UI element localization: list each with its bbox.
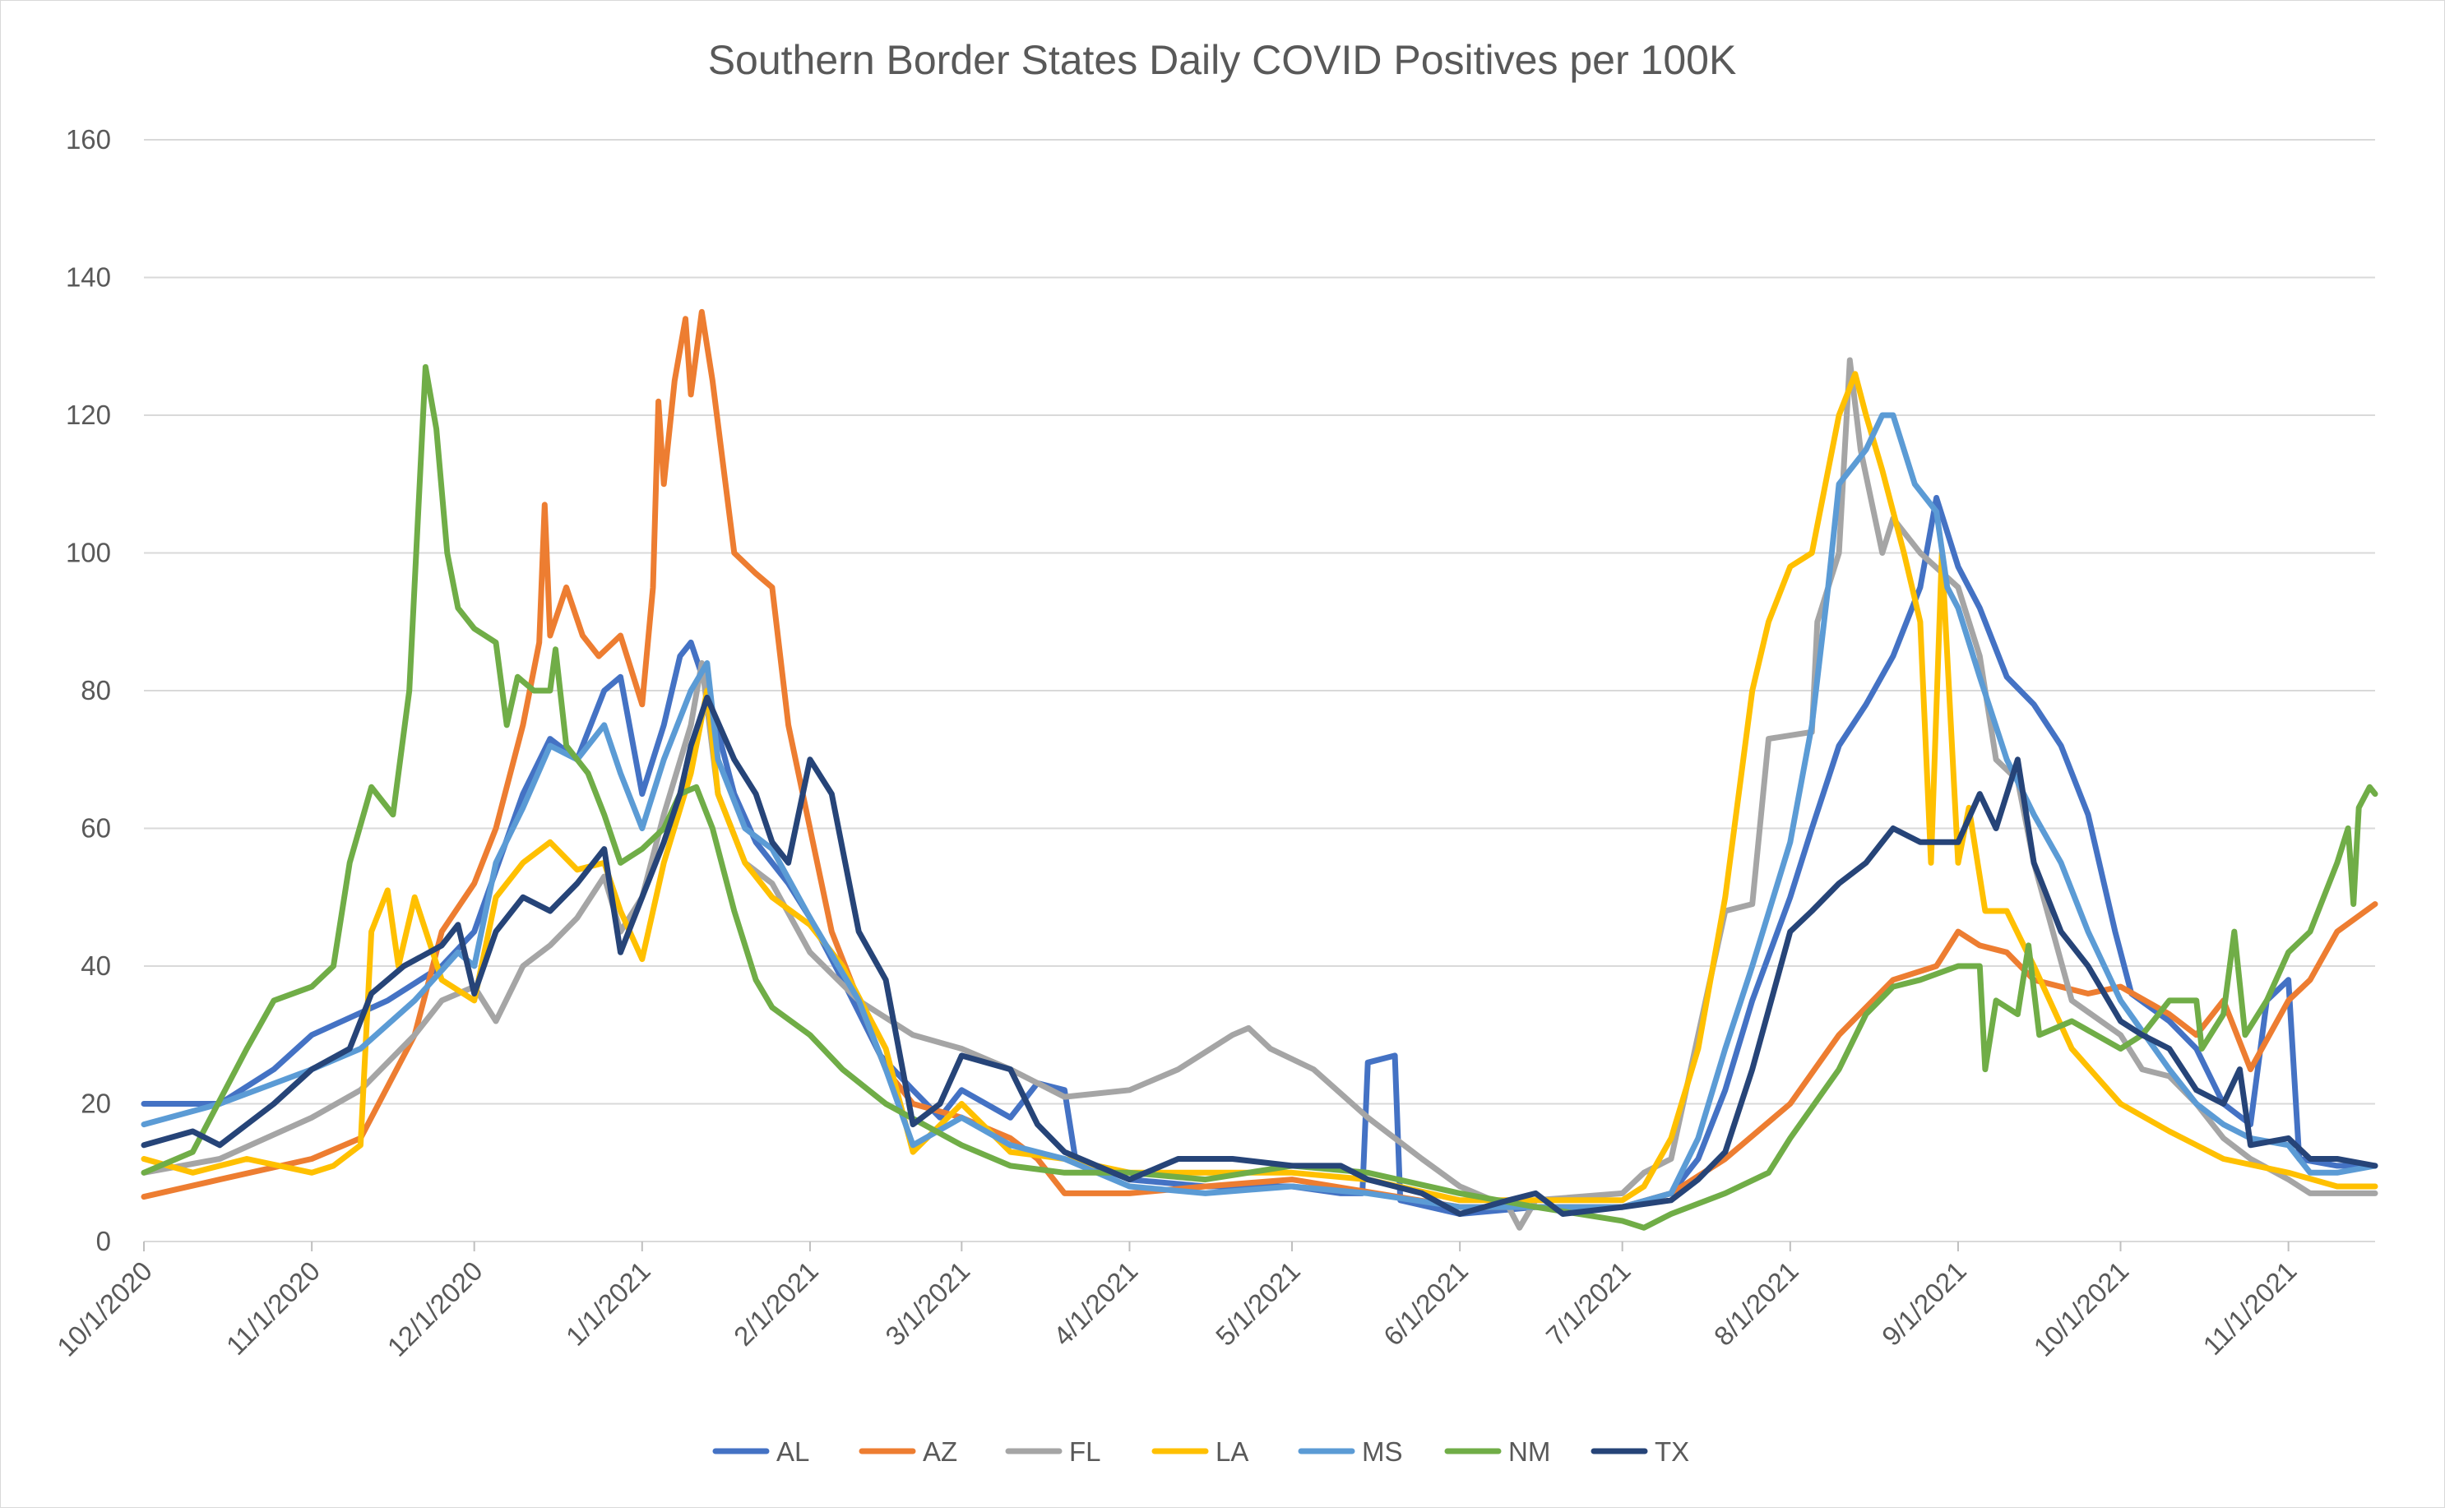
legend-item-al: AL bbox=[712, 1436, 809, 1467]
y-tick-label: 80 bbox=[81, 675, 111, 705]
legend: AL AZ FL LA MS NM TX bbox=[712, 1436, 1689, 1467]
series-lines bbox=[141, 308, 2378, 1231]
legend-label: AZ bbox=[923, 1436, 957, 1467]
legend-label: LA bbox=[1216, 1436, 1248, 1467]
legend-label: MS bbox=[1362, 1436, 1403, 1467]
y-tick-label: 60 bbox=[81, 813, 111, 844]
legend-item-az: AZ bbox=[859, 1436, 957, 1467]
series-line-ms bbox=[141, 412, 2378, 1210]
legend-item-ms: MS bbox=[1298, 1436, 1403, 1467]
series-line-tx bbox=[141, 694, 2378, 1217]
y-tick-label: 0 bbox=[96, 1226, 111, 1256]
legend-label: NM bbox=[1508, 1436, 1550, 1467]
y-axis: 0 20 40 60 80 100 120 140 160 bbox=[66, 124, 111, 1256]
y-tick-label: 100 bbox=[66, 538, 111, 568]
legend-label: FL bbox=[1069, 1436, 1101, 1467]
legend-item-tx: TX bbox=[1591, 1436, 1689, 1467]
legend-item-la: LA bbox=[1151, 1436, 1248, 1467]
y-tick-label: 140 bbox=[66, 262, 111, 293]
y-tick-label: 40 bbox=[81, 950, 111, 981]
legend-label: AL bbox=[776, 1436, 809, 1467]
y-tick-label: 120 bbox=[66, 400, 111, 430]
chart-title: Southern Border States Daily COVID Posit… bbox=[708, 37, 1737, 83]
y-tick-label: 160 bbox=[66, 124, 111, 155]
y-tick-label: 20 bbox=[81, 1089, 111, 1119]
legend-item-nm: NM bbox=[1444, 1436, 1550, 1467]
series-line-nm bbox=[141, 363, 2378, 1231]
legend-label: TX bbox=[1655, 1436, 1689, 1467]
legend-item-fl: FL bbox=[1005, 1436, 1101, 1467]
